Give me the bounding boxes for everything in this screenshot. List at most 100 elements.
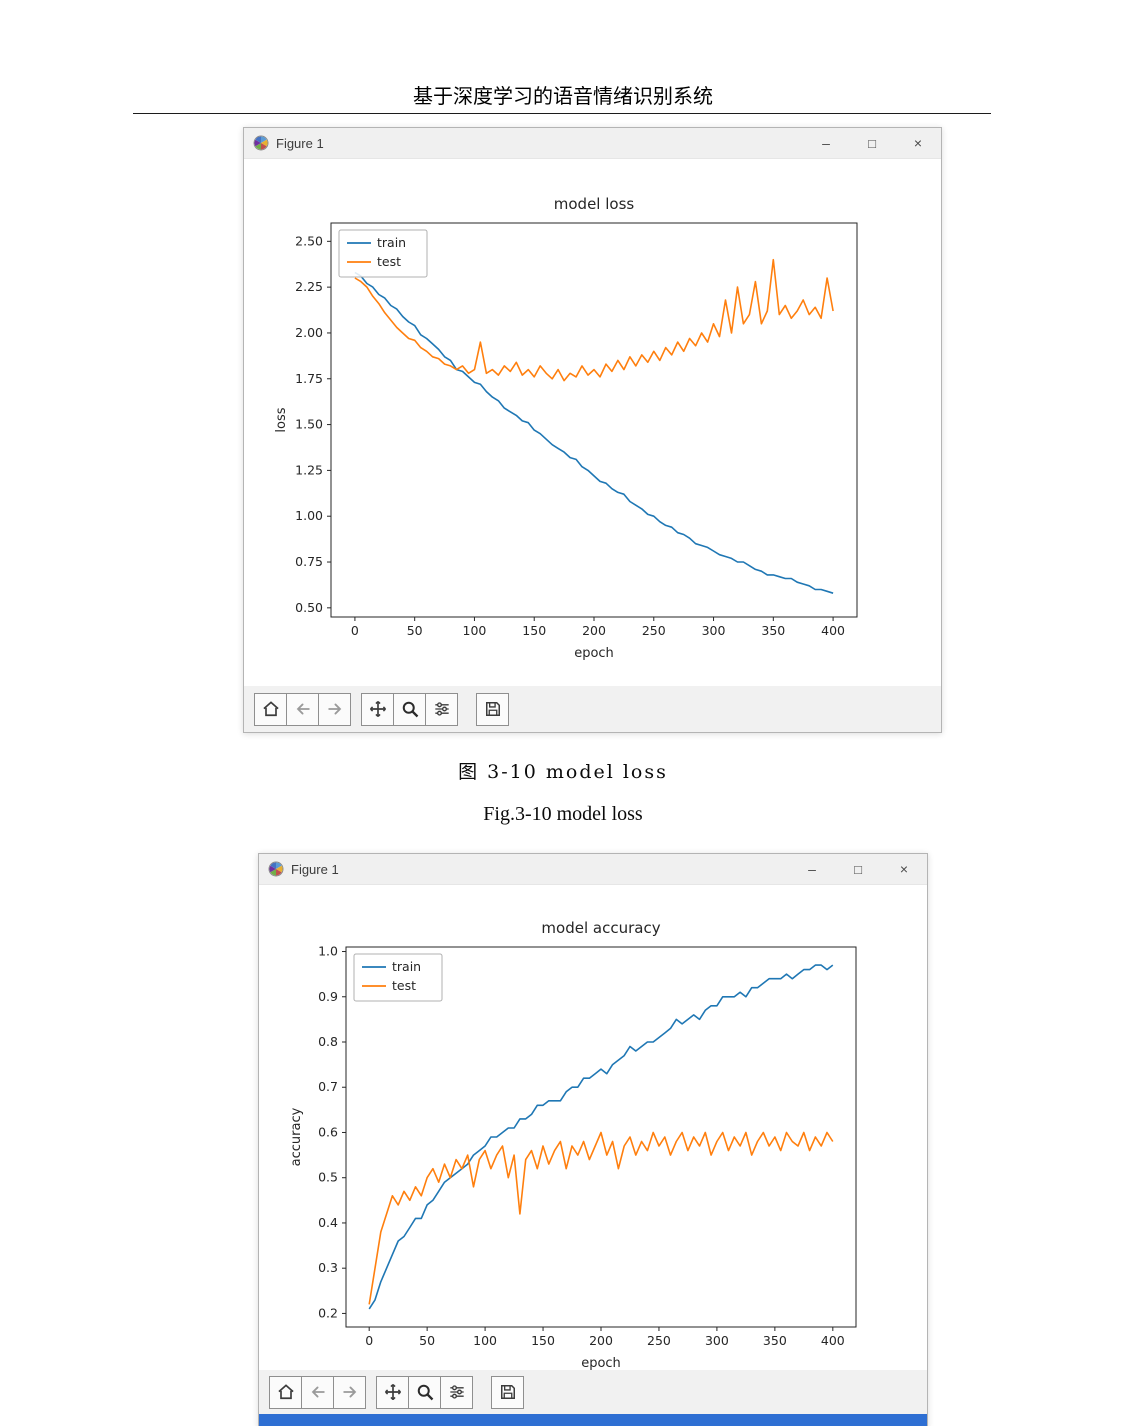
y-tick-label: 0.6: [318, 1124, 338, 1139]
matplotlib-logo-icon: [268, 861, 284, 877]
x-tick-label: 100: [473, 1333, 497, 1348]
figure-caption-en: Fig.3-10 model loss: [483, 803, 643, 825]
legend-box: [338, 229, 428, 278]
sliders-icon: [449, 1385, 464, 1399]
pan-icon: [369, 700, 386, 718]
plot-border: [330, 222, 858, 618]
home-button[interactable]: [254, 692, 287, 726]
save-floppy-icon: [485, 702, 500, 716]
y-tick-label: 1.75: [295, 371, 323, 386]
x-tick-label: 250: [647, 1333, 671, 1348]
save-floppy-icon: [500, 1385, 515, 1399]
x-tick-label: 350: [761, 623, 785, 638]
window-title: Figure 1: [291, 861, 339, 877]
y-tick-label: 1.0: [318, 944, 338, 959]
y-tick-label: 0.75: [295, 554, 323, 569]
legend-label-train: train: [377, 235, 406, 250]
x-tick-label: 0: [365, 1333, 373, 1348]
x-tick-label: 200: [589, 1333, 613, 1348]
chart-title: model loss: [554, 195, 635, 213]
y-tick-label: 0.5: [318, 1170, 338, 1185]
y-axis-label: accuracy: [289, 1107, 304, 1166]
y-tick-label: 2.25: [295, 279, 323, 294]
figure-toolbar: [244, 686, 941, 732]
page-title: 基于深度学习的语音情绪识别系统: [413, 84, 713, 108]
configure-subplots-button[interactable]: [440, 1375, 473, 1409]
home-icon: [262, 701, 279, 717]
window-titlebar[interactable]: Figure 1 – □ ×: [244, 128, 941, 159]
header-divider: [133, 113, 991, 114]
legend-label-test: test: [392, 978, 416, 993]
back-arrow-icon: [311, 1386, 325, 1398]
maximize-button[interactable]: □: [854, 861, 862, 877]
figure-caption-cn: 图 3-10 model loss: [458, 761, 668, 783]
figure-toolbar: [259, 1370, 927, 1414]
figure-window-loss: Figure 1 – □ × 0 50 100 150 200 250 300 350 400 0…: [243, 127, 942, 733]
magnifier-icon: [402, 701, 418, 718]
y-tick-label: 0.2: [318, 1305, 338, 1320]
y-tick-label: 1.50: [295, 417, 323, 432]
zoom-button[interactable]: [393, 692, 426, 726]
close-button[interactable]: ×: [899, 861, 909, 877]
window-controls: – □ ×: [803, 128, 941, 158]
pan-button[interactable]: [376, 1375, 409, 1409]
window-title: Figure 1: [276, 135, 324, 151]
home-button[interactable]: [269, 1375, 302, 1409]
legend-label-test: test: [377, 254, 401, 269]
sliders-icon: [434, 702, 449, 716]
chart-title: model accuracy: [541, 919, 660, 937]
save-button[interactable]: [491, 1375, 524, 1409]
x-tick-label: 300: [702, 623, 726, 638]
loss-chart: 0 50 100 150 200 250 300 350 400 0.50 0.75 1.00 1.25…: [274, 195, 858, 661]
save-button[interactable]: [476, 692, 509, 726]
x-tick-label: 150: [531, 1333, 555, 1348]
series-line-train: [354, 271, 834, 594]
y-tick-label: 2.50: [295, 233, 323, 248]
y-tick-label: 1.00: [295, 508, 323, 523]
x-tick-label: 350: [763, 1333, 787, 1348]
x-tick-label: 400: [821, 1333, 845, 1348]
pan-icon: [384, 1383, 401, 1401]
y-axis-label: loss: [274, 407, 289, 432]
maximize-button[interactable]: □: [868, 135, 876, 151]
x-tick-label: 50: [407, 623, 423, 638]
x-tick-label: 0: [351, 623, 359, 638]
back-button[interactable]: [286, 692, 319, 726]
window-titlebar[interactable]: Figure 1 – □ ×: [259, 854, 927, 885]
x-tick-label: 300: [705, 1333, 729, 1348]
back-arrow-icon: [296, 703, 310, 715]
forward-arrow-icon: [342, 1386, 356, 1398]
chart-canvas-accuracy: 0 50 100 150 200 250 300 350 400 0.2 0.3 0.4 0.5 0.6 0…: [259, 885, 927, 1390]
forward-button[interactable]: [318, 692, 351, 726]
close-button[interactable]: ×: [913, 135, 923, 151]
x-tick-label: 50: [419, 1333, 435, 1348]
x-axis-label: epoch: [581, 1356, 621, 1371]
window-controls: – □ ×: [789, 854, 927, 884]
pan-button[interactable]: [361, 692, 394, 726]
legend-box: [353, 953, 443, 1002]
configure-subplots-button[interactable]: [425, 692, 458, 726]
plot-border: [345, 946, 857, 1328]
y-tick-label: 0.8: [318, 1034, 338, 1049]
y-tick-label: 1.25: [295, 462, 323, 477]
y-tick-label: 0.4: [318, 1215, 338, 1230]
x-tick-label: 150: [522, 623, 546, 638]
forward-button[interactable]: [333, 1375, 366, 1409]
y-tick-label: 2.00: [295, 325, 323, 340]
series-line-train: [368, 964, 834, 1310]
magnifier-icon: [417, 1384, 433, 1401]
x-axis-label: epoch: [574, 646, 614, 661]
accuracy-chart: 0 50 100 150 200 250 300 350 400 0.2 0.3 0.4 0.5 0.6 0…: [289, 919, 857, 1371]
x-tick-label: 100: [463, 623, 487, 638]
series-line-test: [354, 258, 834, 382]
matplotlib-logo-icon: [253, 135, 269, 151]
back-button[interactable]: [301, 1375, 334, 1409]
zoom-button[interactable]: [408, 1375, 441, 1409]
y-tick-label: 0.7: [318, 1079, 338, 1094]
minimize-button[interactable]: –: [808, 861, 816, 877]
forward-arrow-icon: [327, 703, 341, 715]
window-bottom-strip: [259, 1414, 927, 1426]
minimize-button[interactable]: –: [822, 135, 830, 151]
y-tick-label: 0.3: [318, 1260, 338, 1275]
